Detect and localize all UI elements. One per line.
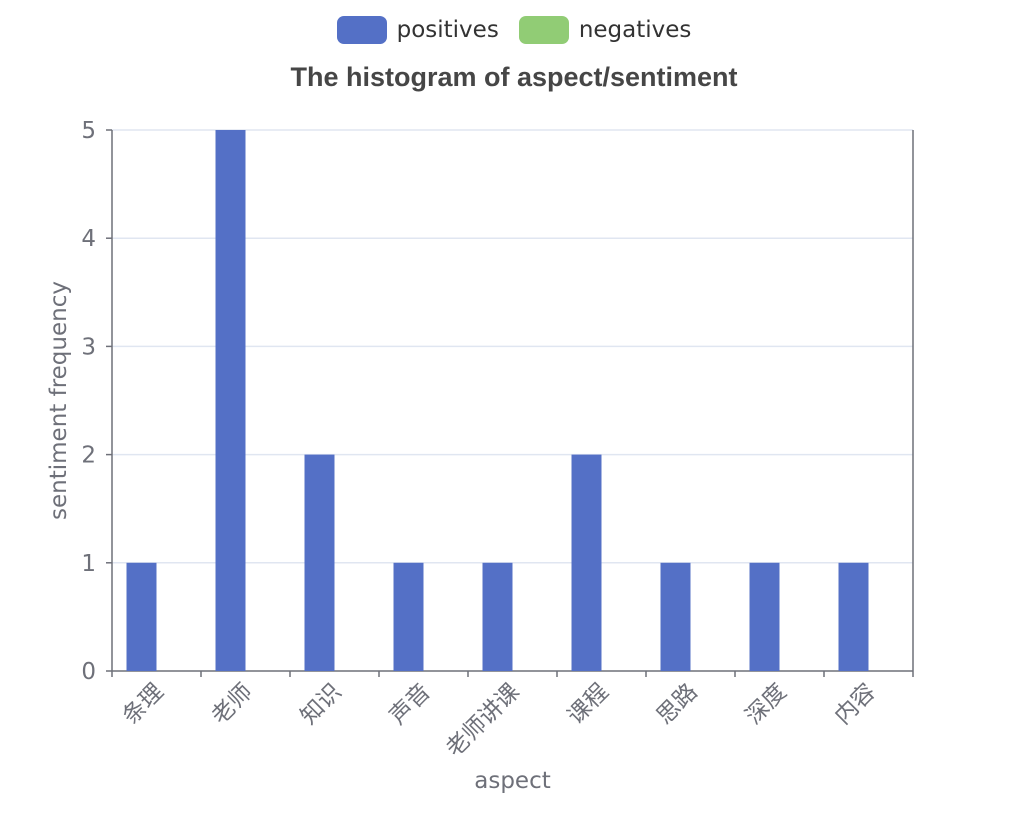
legend-item-negatives[interactable]: negatives <box>518 16 692 44</box>
legend-swatch-positives <box>336 16 387 44</box>
y-tick-label: 2 <box>81 443 96 469</box>
bar-positives[interactable] <box>393 562 424 671</box>
legend-item-positives[interactable]: positives <box>336 16 499 44</box>
y-tick-label: 3 <box>81 334 96 360</box>
x-tick-label: 条理 <box>118 679 169 730</box>
x-tick-label: 思路 <box>652 679 703 730</box>
y-tick-label: 0 <box>81 659 96 685</box>
bar-positives[interactable] <box>482 562 513 671</box>
y-axis-label: sentiment frequency <box>46 281 72 520</box>
y-tick-label: 1 <box>81 551 96 577</box>
legend-label-positives: positives <box>396 17 499 43</box>
legend: positives negatives <box>0 16 1028 44</box>
x-tick-label: 课程 <box>563 679 614 730</box>
y-tick-label: 4 <box>81 226 96 252</box>
bar-positives[interactable] <box>126 562 157 671</box>
chart-title: The histogram of aspect/sentiment <box>290 62 738 92</box>
bar-positives[interactable] <box>838 562 869 671</box>
legend-label-negatives: negatives <box>578 17 692 43</box>
bar-positives[interactable] <box>304 454 335 671</box>
bar-positives[interactable] <box>215 130 246 671</box>
legend-swatch-negatives <box>518 16 569 44</box>
x-axis-label: aspect <box>474 768 551 794</box>
x-tick-label: 内容 <box>830 679 881 730</box>
bar-positives[interactable] <box>749 562 780 671</box>
x-tick-label: 声音 <box>385 679 436 730</box>
y-tick-label: 5 <box>81 118 96 144</box>
x-tick-label: 老师讲课 <box>441 679 524 762</box>
bar-positives[interactable] <box>571 454 602 671</box>
x-tick-label: 深度 <box>741 679 792 730</box>
x-tick-label: 知识 <box>296 679 347 730</box>
bar-positives[interactable] <box>660 562 691 671</box>
x-tick-label: 老师 <box>207 679 258 730</box>
